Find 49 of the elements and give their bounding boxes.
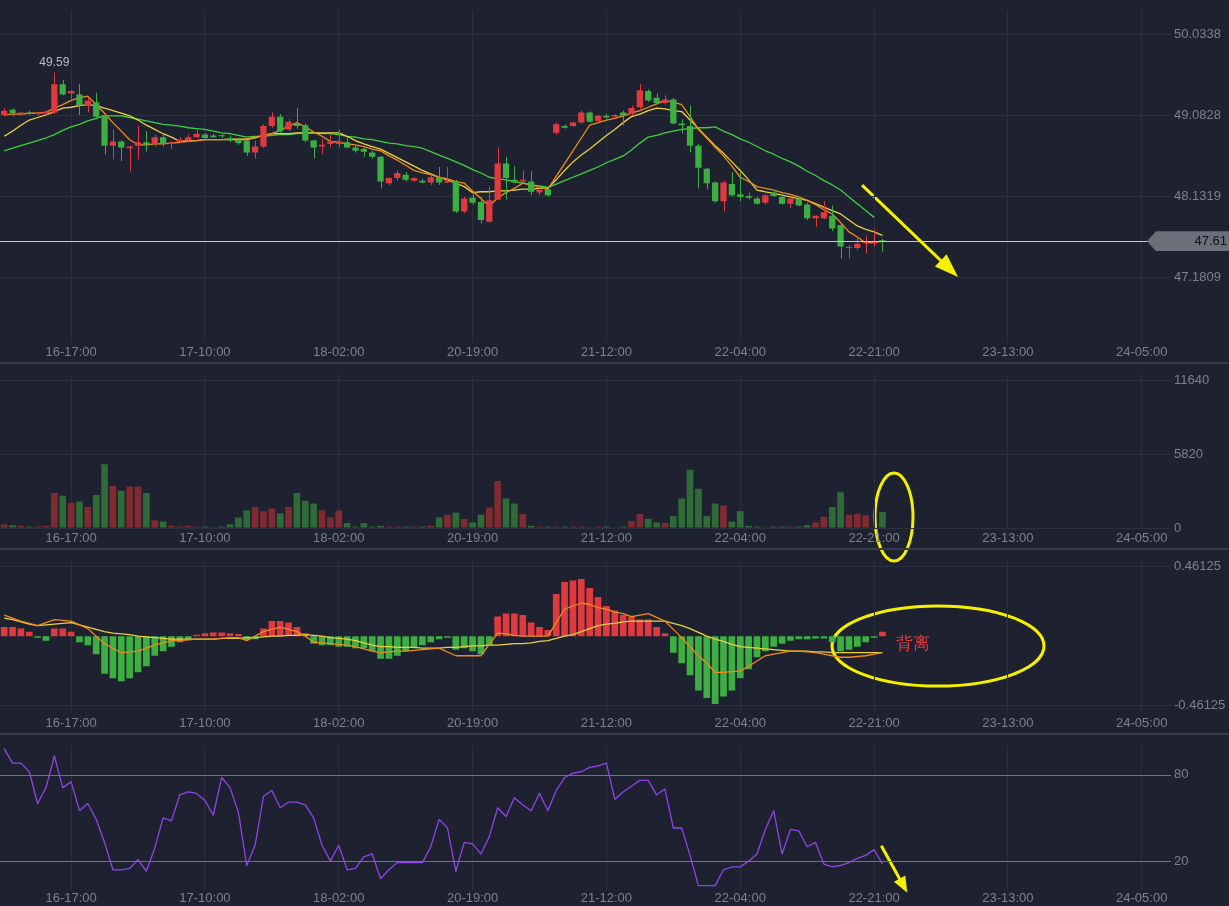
y-tick-label: 5820 <box>1174 445 1203 461</box>
x-tick-label: 20-19:00 <box>446 890 499 906</box>
x-tick-label: 21-12:00 <box>580 890 633 906</box>
y-tick-label: 49.0828 <box>1174 107 1221 123</box>
x-tick-label: 17-10:00 <box>179 344 231 360</box>
x-tick-label: 22-04:00 <box>714 890 766 906</box>
y-tick-label: 50.0338 <box>1174 25 1221 41</box>
x-tick-label: 23-13:00 <box>982 530 1034 546</box>
x-tick-label: 17-10:00 <box>179 715 231 731</box>
y-tick-label: 47.1809 <box>1174 269 1221 285</box>
y-tick-label: 48.1319 <box>1174 188 1221 204</box>
x-tick-label: 18-02:00 <box>313 715 365 731</box>
y-tick-label: 20 <box>1174 852 1189 868</box>
x-tick-label: 24-05:00 <box>1116 890 1168 906</box>
price-tag: 47.61 <box>1147 231 1229 252</box>
x-tick-label: 22-21:00 <box>848 344 900 360</box>
x-tick-label: 24-05:00 <box>1116 715 1168 731</box>
x-tick-label: 18-02:00 <box>313 890 365 906</box>
x-tick-label: 21-12:00 <box>580 715 633 731</box>
y-tick-label: 80 <box>1174 766 1189 782</box>
x-tick-label: 23-13:00 <box>982 890 1034 906</box>
x-tick-label: 23-13:00 <box>982 715 1034 731</box>
x-tick-label: 18-02:00 <box>313 530 365 546</box>
x-tick-label: 16-17:00 <box>45 530 97 546</box>
x-tick-label: 22-21:00 <box>848 890 900 906</box>
x-tick-label: 20-19:00 <box>446 715 499 731</box>
x-tick-label: 23-13:00 <box>982 344 1034 360</box>
x-tick-label: 16-17:00 <box>45 890 97 906</box>
x-tick-label: 22-04:00 <box>714 344 766 360</box>
x-tick-label: 22-04:00 <box>714 715 766 731</box>
x-tick-label: 18-02:00 <box>313 344 365 360</box>
annotation: 49.59 <box>39 54 70 69</box>
y-tick-label: 0 <box>1174 519 1182 535</box>
y-tick-label: 0.46125 <box>1174 558 1221 574</box>
x-tick-label: 16-17:00 <box>45 715 97 731</box>
x-tick-label: 22-04:00 <box>714 530 766 546</box>
x-tick-label: 24-05:00 <box>1116 344 1168 360</box>
x-tick-label: 24-05:00 <box>1116 530 1168 546</box>
x-tick-label: 17-10:00 <box>179 890 231 906</box>
x-tick-label: 20-19:00 <box>446 344 499 360</box>
x-tick-label: 16-17:00 <box>45 344 97 360</box>
x-tick-label: 21-12:00 <box>580 344 633 360</box>
x-tick-label: 22-21:00 <box>848 715 900 731</box>
x-tick-label: 21-12:00 <box>580 530 633 546</box>
y-tick-label: 11640 <box>1174 372 1210 388</box>
x-tick-label: 20-19:00 <box>446 530 499 546</box>
y-tick-label: -0.46125 <box>1174 697 1226 713</box>
annotation: 背离 <box>896 633 931 653</box>
x-tick-label: 17-10:00 <box>179 530 231 546</box>
